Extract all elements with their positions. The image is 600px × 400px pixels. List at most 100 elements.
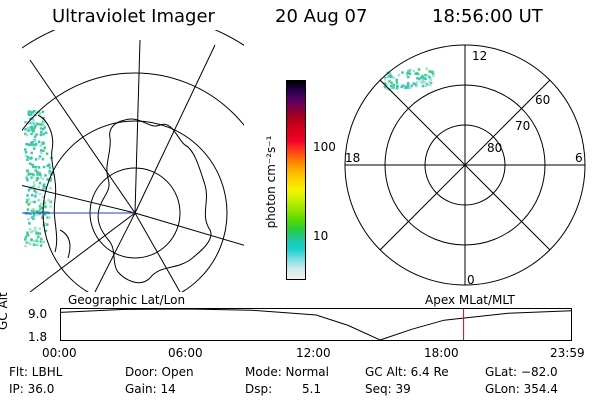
emission-pixel [421,84,425,88]
emission-pixel [29,231,33,234]
emission-pixel [43,213,47,216]
emission-pixel [24,128,27,131]
latitude-circle [22,30,244,49]
colorbar-tick-100: 100 [313,140,336,154]
emission-pixel [424,73,427,77]
info-flt: Flt: LBHL [9,365,63,379]
emission-pixel [32,213,36,216]
emission-pixel [40,130,43,134]
emission-pixel [418,77,421,81]
emission-pixel [32,165,36,169]
info-glat: GLat: −82.0 [485,365,558,379]
emission-pixel [33,226,37,230]
info-dsp-label: Dsp: [245,382,273,396]
emission-pixel [421,76,424,79]
emission-pixel [25,241,29,244]
emission-pixel [25,133,29,137]
emission-pixel [24,154,28,158]
emission-pixel [28,222,31,225]
emission-pixel [38,112,42,115]
emission-pixel [431,72,435,76]
emission-pixel [40,123,43,126]
emission-pixel [35,133,38,136]
emission-pixel [383,85,387,89]
emission-pixel [415,72,418,75]
emission-pixel [31,194,34,197]
orbit-left-label: Geographic Lat/Lon [68,293,186,307]
emission-pixel [420,80,423,84]
emission-pixel [32,126,35,130]
emission-pixel [25,201,29,204]
emission-pixel [415,85,418,88]
mlt-diagonal [379,79,551,251]
emission-pixel [39,202,43,206]
emission-pixel [48,201,52,204]
emission-pixel [429,70,433,74]
emission-pixel [32,119,35,122]
emission-pixel [48,172,51,175]
emission-pixel [34,122,37,125]
emission-pixel [37,235,40,239]
emission-pixel [28,172,31,175]
emission-pixel [43,126,46,129]
emission-pixel [42,183,46,186]
emission-pixel [41,142,45,145]
emission-pixel [383,76,387,80]
emission-pixel [386,75,390,79]
emission-pixel [36,243,39,247]
info-dsp-value: 5.1 [302,382,322,396]
emission-pixel [33,243,36,246]
emission-pixel [396,85,399,88]
emission-pixel [421,81,425,84]
emission-pixel [32,181,36,184]
emission-pixel [38,157,41,160]
emission-pixel [48,216,51,219]
emission-pixel [34,158,38,161]
emission-pixel [27,189,31,192]
emission-pixel [392,86,395,89]
emission-pixel [26,169,29,172]
emission-pixel [406,83,410,87]
date-label: 20 Aug 07 [275,6,368,27]
emission-pixel [33,140,36,143]
emission-pixel [42,165,46,169]
emission-pixel [35,178,39,182]
emission-pixel [406,86,409,89]
emission-pixel [48,169,51,173]
emission-pixel [33,135,37,138]
emission-pixel [29,242,32,246]
emission-pixel [26,231,29,234]
emission-pixel [386,73,390,76]
emission-pixel [40,237,43,241]
emission-pixel [35,110,38,113]
orbit-y-tick-high: 9.0 [28,307,48,321]
emission-pixel [26,198,29,202]
emission-pixel [30,209,34,212]
emission-pixel [28,228,32,231]
emission-pixel [412,82,415,85]
emission-pixel [29,117,32,121]
emission-pixel [26,158,29,161]
emission-pixel [35,231,39,235]
emission-pixel [42,120,46,124]
emission-pixel [26,233,29,237]
emission-pixel [31,163,34,167]
emission-pixel [44,205,47,209]
emission-pixel [36,170,39,174]
emission-pixel [48,166,52,169]
emission-pixel [416,81,419,84]
emission-pixel [32,173,35,176]
emission-pixel [49,187,52,190]
emission-pixel [39,240,42,243]
emission-pixel [28,110,31,113]
emission-pixel [401,71,404,74]
emission-pixel [408,72,412,75]
emission-pixel [40,141,44,145]
emission-pixel [39,173,42,177]
emission-pixel [31,122,34,125]
emission-pixel [432,74,435,77]
mlt-label-18: 18 [345,151,360,165]
emission-pixel [26,194,29,197]
emission-pixel [39,144,43,148]
coastline [37,114,58,253]
